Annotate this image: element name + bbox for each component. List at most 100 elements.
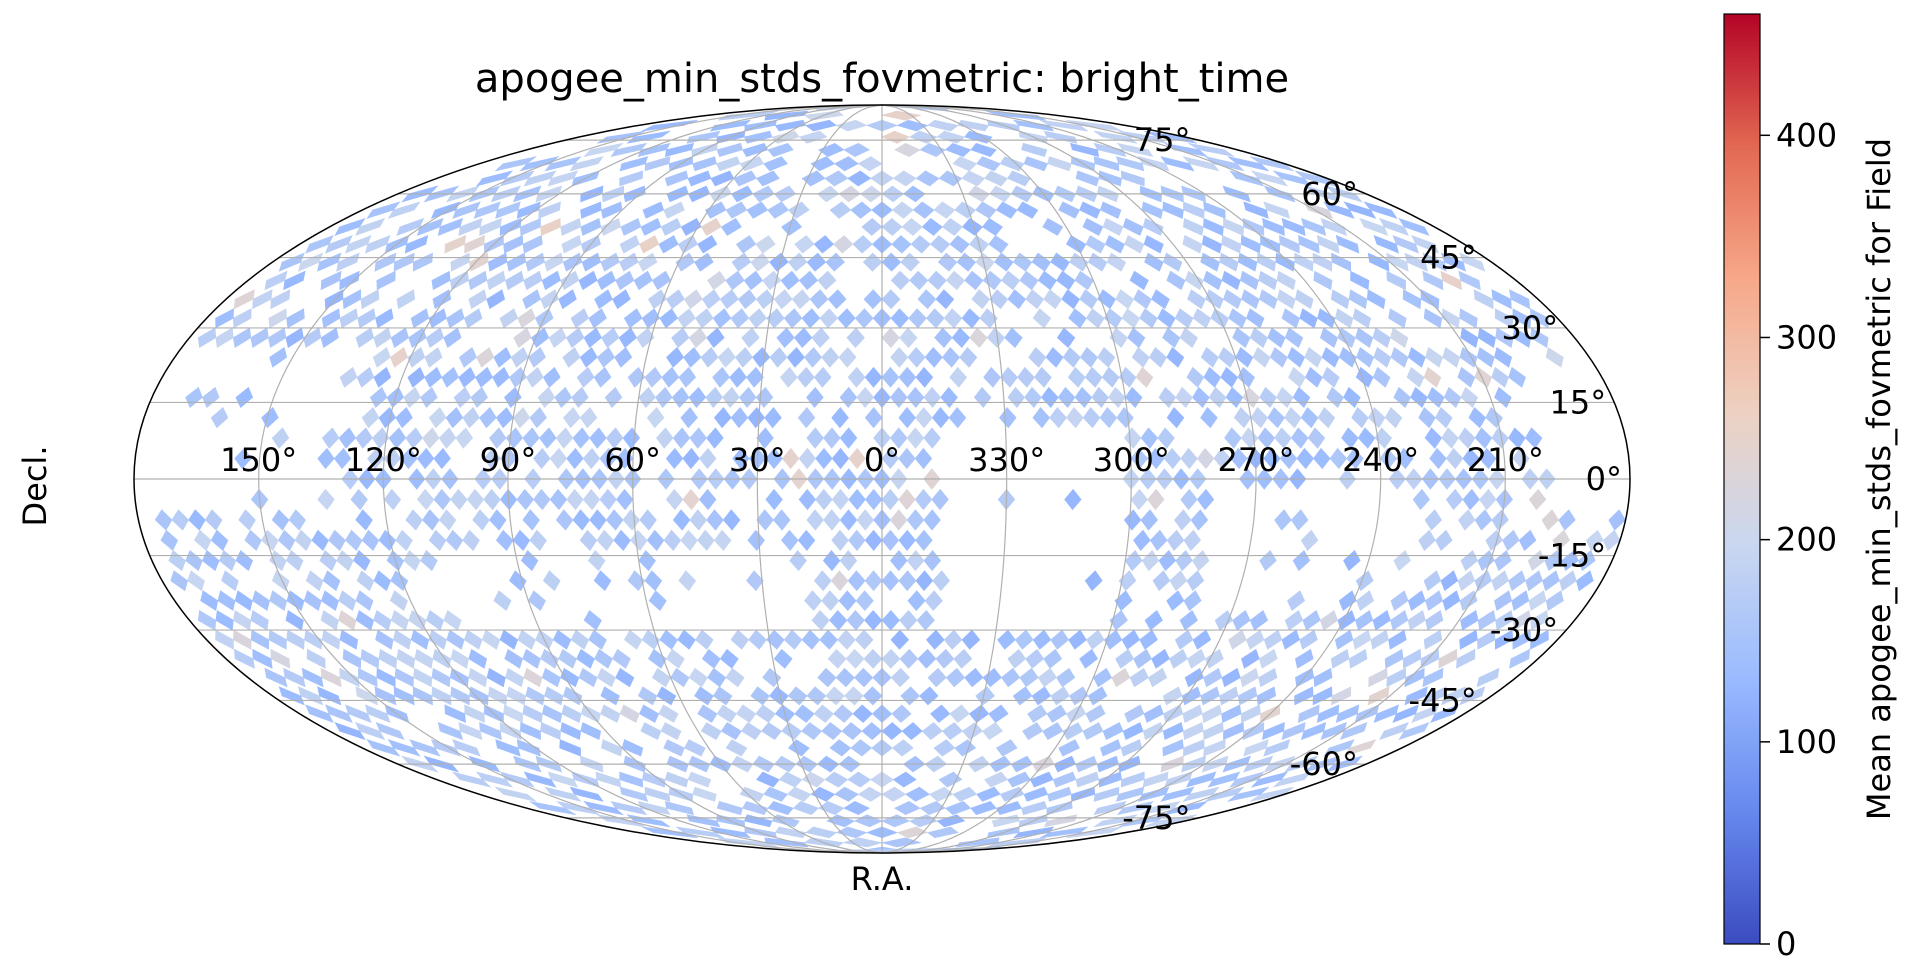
field-cell	[619, 235, 640, 254]
field-cell	[901, 722, 923, 740]
field-cell	[688, 386, 707, 408]
field-cell	[1459, 308, 1478, 329]
field-cell	[891, 201, 914, 219]
field-cell	[944, 142, 972, 157]
field-cell	[1258, 289, 1278, 310]
field-cell	[468, 270, 488, 291]
field-cell	[830, 570, 849, 592]
field-cell	[688, 667, 708, 688]
field-cell	[360, 648, 380, 669]
field-cell	[1441, 427, 1459, 449]
field-cell	[601, 327, 620, 348]
field-cell	[600, 252, 620, 272]
field-cell	[589, 509, 607, 531]
dec-tick-label: -75°	[1122, 799, 1190, 837]
field-cell	[1205, 648, 1224, 669]
field-cell	[1258, 270, 1278, 291]
field-cell	[1080, 347, 1098, 368]
field-cell	[288, 509, 306, 531]
field-cell	[506, 252, 527, 272]
field-cell	[658, 704, 679, 723]
field-cell	[283, 667, 306, 688]
field-cell	[1152, 570, 1171, 592]
field-cell	[252, 648, 273, 669]
field-cell	[1435, 529, 1453, 551]
field-cell	[1390, 590, 1409, 611]
field-cell	[1139, 629, 1158, 650]
field-cell	[202, 550, 220, 572]
field-cell	[1508, 366, 1526, 388]
field-cell	[1220, 366, 1239, 388]
field-cell	[1174, 509, 1192, 531]
field-cell	[1203, 366, 1222, 388]
field-cell	[1109, 610, 1128, 631]
field-cell	[1140, 509, 1159, 531]
field-cell	[1476, 347, 1495, 368]
field-cell	[372, 347, 391, 368]
field-cell	[981, 722, 1003, 740]
field-cell	[1245, 308, 1265, 329]
field-cell	[899, 648, 919, 669]
field-cell	[599, 488, 617, 511]
field-cell	[483, 488, 501, 511]
field-cell	[232, 308, 252, 329]
field-cell	[700, 217, 722, 236]
field-cell	[424, 347, 443, 368]
field-cell	[616, 488, 634, 511]
dec-tick-label: -45°	[1409, 681, 1477, 719]
field-cell	[776, 327, 795, 348]
field-cell	[583, 327, 602, 348]
field-cell	[1420, 289, 1440, 310]
field-cell	[707, 270, 727, 291]
field-cell	[1141, 201, 1164, 219]
field-cell	[1023, 786, 1049, 802]
field-cell	[1423, 366, 1442, 388]
field-cell	[438, 427, 457, 449]
field-cell	[961, 308, 981, 329]
field-cell	[1262, 217, 1285, 236]
field-cell	[412, 686, 433, 706]
field-cell	[699, 488, 717, 511]
field-cell	[639, 704, 660, 723]
field-cell	[923, 509, 941, 531]
field-cell	[1133, 529, 1151, 551]
field-cell	[420, 386, 438, 408]
field-cell	[697, 235, 718, 254]
field-cell	[479, 407, 497, 429]
field-cell	[756, 170, 780, 187]
field-cell	[464, 704, 485, 723]
field-cell	[1297, 704, 1320, 723]
field-cell	[1440, 570, 1459, 592]
field-cell	[1429, 447, 1447, 470]
field-cell	[215, 629, 234, 650]
field-cell	[1338, 590, 1357, 611]
field-cell	[1079, 289, 1098, 310]
field-cell	[1021, 801, 1048, 816]
field-cell	[1182, 217, 1204, 236]
field-cell	[941, 218, 963, 236]
field-cell	[1084, 570, 1103, 592]
field-cell	[374, 686, 397, 706]
field-cell	[952, 156, 978, 172]
ra-grid-line	[881, 104, 1506, 854]
field-cell	[1541, 509, 1560, 531]
field-cell	[294, 529, 313, 551]
field-cell	[1123, 427, 1142, 449]
field-cell	[828, 610, 848, 631]
field-cell	[1232, 610, 1251, 631]
field-cell	[716, 142, 743, 157]
field-cell	[422, 427, 440, 449]
field-cell	[572, 427, 590, 449]
field-cell	[373, 570, 392, 592]
field-cell	[522, 704, 543, 723]
field-cell	[1367, 252, 1390, 272]
field-cell	[366, 201, 401, 219]
field-cell	[767, 142, 794, 157]
field-cell	[1028, 347, 1047, 368]
field-cell	[301, 667, 324, 688]
field-cell	[1378, 721, 1409, 741]
dec-tick-label: 60°	[1301, 175, 1358, 213]
field-cell	[549, 447, 568, 470]
field-cell	[935, 648, 955, 669]
field-cell	[933, 739, 956, 757]
